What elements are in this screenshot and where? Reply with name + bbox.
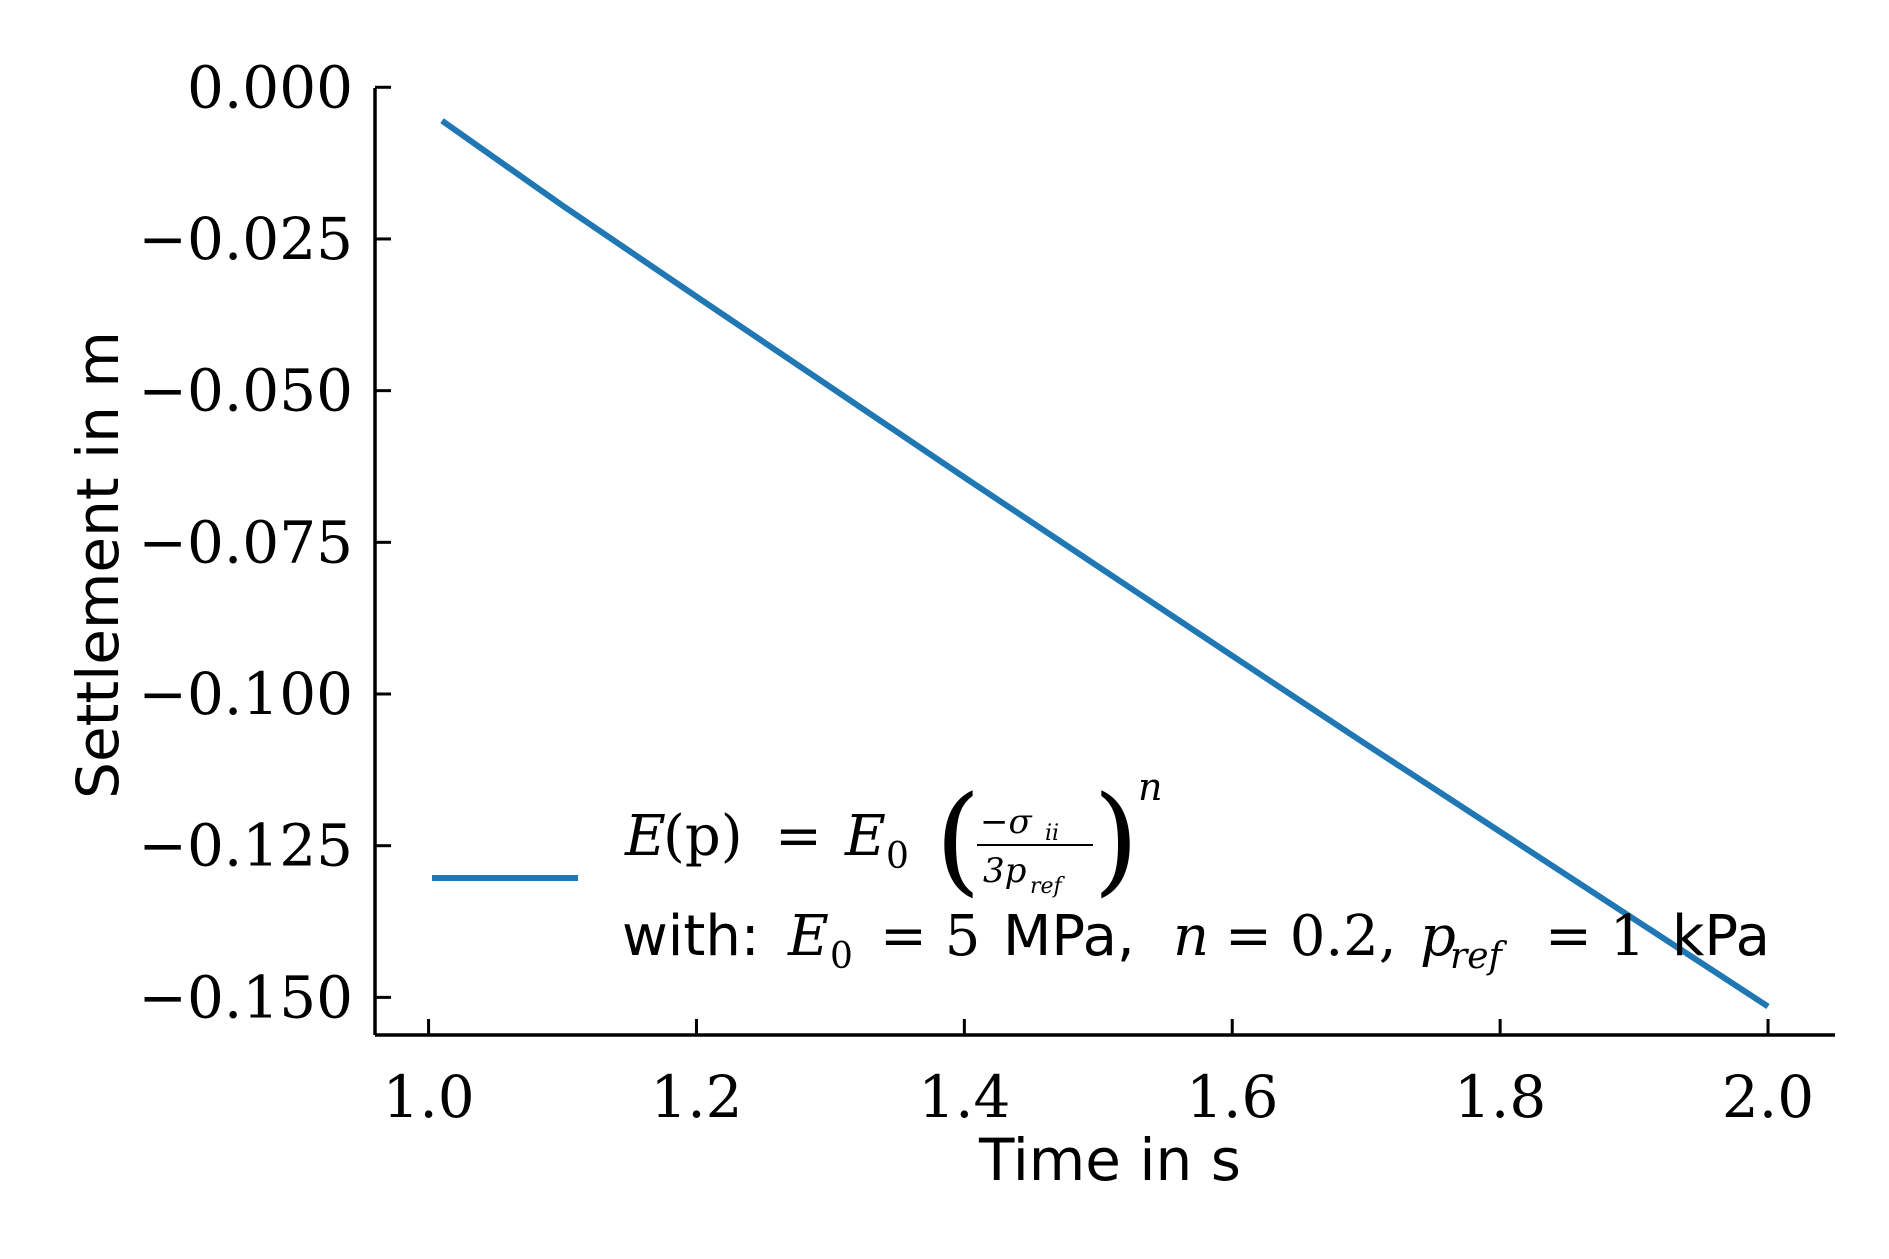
y-tick-label: −0.050 [138, 357, 353, 425]
legend-with: with: [622, 904, 760, 969]
legend-formula-numerator: −σ [980, 802, 1032, 842]
x-ticks: 1.0 1.2 1.4 1.6 1.8 2.0 [382, 1019, 1814, 1131]
legend-param-n: n [1173, 904, 1209, 969]
legend-parameters: with: E 0 = 5 MPa, n = 0.2, p ref = 1 kP… [622, 904, 1770, 977]
y-tick-label: −0.100 [138, 660, 353, 728]
legend-param-p: p [1420, 904, 1456, 969]
legend-formula: E (p) = E 0 ( ) −σ ii 3p ref n [624, 765, 1162, 908]
legend-formula-p: (p) [663, 804, 743, 869]
legend-param-E0-value: = 5 [880, 904, 980, 969]
series-group [440, 118, 1770, 1010]
y-tick-label: −0.150 [138, 963, 353, 1031]
legend-param-p-value: = 1 [1545, 904, 1645, 969]
legend-formula-E: E [624, 804, 666, 869]
legend-param-E0-sub: 0 [830, 936, 853, 977]
y-tick-label: 0.000 [187, 53, 353, 121]
legend-formula-rparen: ) [1093, 770, 1139, 908]
legend-param-E0-unit: MPa, [1003, 904, 1135, 969]
x-tick-label: 1.4 [918, 1063, 1010, 1131]
x-tick-label: 1.8 [1454, 1063, 1546, 1131]
legend-formula-eq: = [775, 804, 822, 869]
legend-formula-exponent: n [1138, 765, 1162, 809]
y-tick-label: −0.025 [138, 205, 353, 273]
y-axis-title: Settlement in m [64, 331, 132, 799]
legend-param-E0: E [787, 904, 829, 969]
legend-formula-denominator: 3p [983, 851, 1026, 891]
legend-formula-E0: E [844, 804, 886, 869]
x-axis-title: Time in s [978, 1126, 1241, 1194]
axes [373, 88, 1835, 1037]
legend-param-p-unit: kPa [1672, 904, 1770, 969]
series-line [440, 118, 1770, 1010]
legend: E (p) = E 0 ( ) −σ ii 3p ref n with: E 0… [432, 765, 1770, 977]
x-tick-label: 2.0 [1722, 1063, 1814, 1131]
x-tick-label: 1.2 [650, 1063, 742, 1131]
y-ticks: 0.000 −0.025 −0.050 −0.075 −0.100 −0.125 −0.15… [138, 53, 391, 1031]
y-tick-label: −0.125 [138, 812, 353, 880]
legend-param-p-sub: ref [1450, 936, 1508, 977]
legend-param-n-value: = 0.2, [1225, 904, 1397, 969]
legend-formula-denominator-sub: ref [1030, 874, 1066, 899]
y-tick-label: −0.075 [138, 508, 353, 576]
x-tick-label: 1.0 [382, 1063, 474, 1131]
x-tick-label: 1.6 [1186, 1063, 1278, 1131]
legend-formula-E0-sub: 0 [886, 836, 909, 877]
legend-formula-numerator-sub: ii [1045, 821, 1059, 846]
legend-formula-lparen: ( [935, 770, 981, 908]
